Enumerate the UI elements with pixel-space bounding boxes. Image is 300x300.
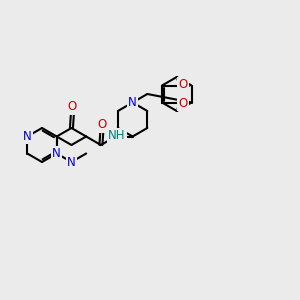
- Text: N: N: [128, 96, 137, 109]
- Text: O: O: [68, 100, 77, 113]
- Text: N: N: [23, 130, 32, 143]
- Text: N: N: [52, 147, 61, 160]
- Text: O: O: [97, 118, 106, 131]
- Text: N: N: [67, 155, 76, 169]
- Text: O: O: [178, 97, 188, 110]
- Text: O: O: [178, 78, 188, 91]
- Text: NH: NH: [108, 129, 125, 142]
